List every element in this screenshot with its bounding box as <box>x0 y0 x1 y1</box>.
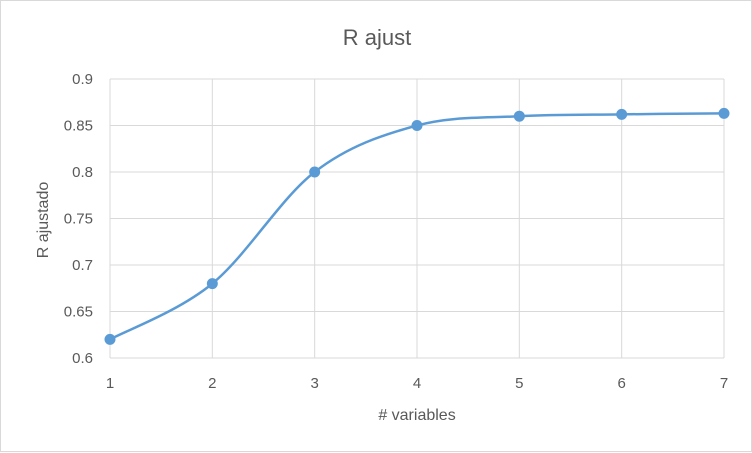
x-tick-label: 6 <box>617 375 625 392</box>
data-point <box>411 120 423 131</box>
y-tick-label: 0.9 <box>72 71 93 88</box>
x-axis-ticks: 1 2 3 4 5 6 7 <box>106 375 728 392</box>
x-axis-title: # variables <box>378 407 455 424</box>
data-point <box>206 278 218 290</box>
data-point <box>616 108 628 120</box>
chart-title: R ajust <box>343 25 411 50</box>
data-point <box>309 166 321 178</box>
data-point <box>513 110 525 122</box>
y-tick-label: 0.85 <box>64 118 93 135</box>
y-tick-label: 0.7 <box>72 257 93 274</box>
y-axis-ticks: 0.6 0.65 0.7 0.75 0.8 0.85 0.9 <box>64 71 93 367</box>
data-point <box>104 333 116 345</box>
x-tick-label: 3 <box>310 375 318 392</box>
data-point <box>718 107 730 119</box>
y-tick-label: 0.75 <box>64 211 93 228</box>
x-tick-label: 2 <box>208 375 216 392</box>
y-axis-title: R ajustado <box>35 182 52 259</box>
x-tick-label: 4 <box>413 375 421 392</box>
x-tick-label: 7 <box>720 375 728 392</box>
x-tick-label: 1 <box>106 375 114 392</box>
y-tick-label: 0.8 <box>72 164 93 181</box>
data-points <box>104 107 730 345</box>
x-tick-label: 5 <box>515 375 523 392</box>
y-tick-label: 0.6 <box>72 350 93 367</box>
y-tick-label: 0.65 <box>64 304 93 321</box>
